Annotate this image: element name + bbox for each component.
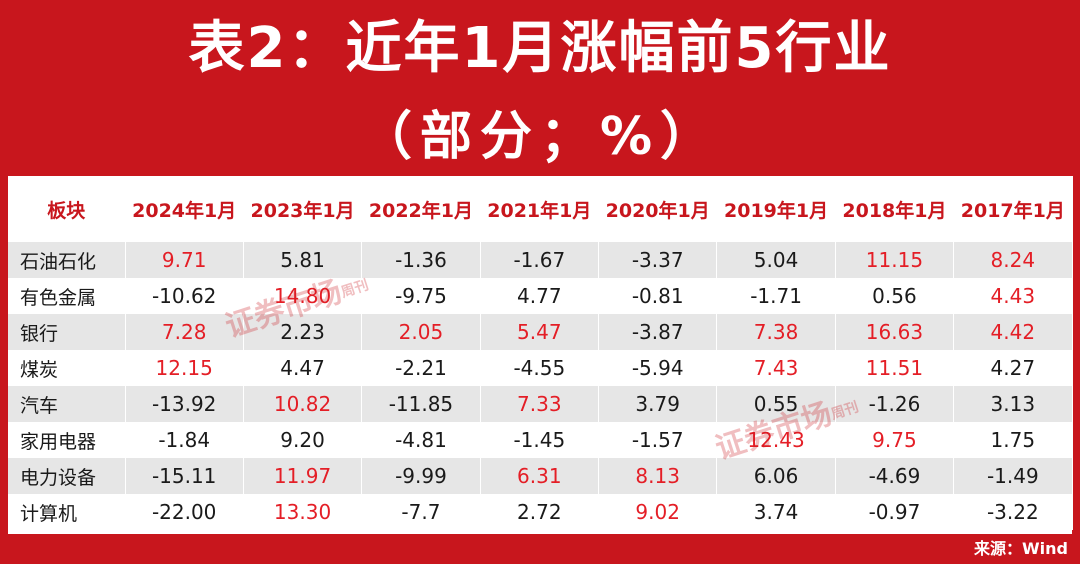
- data-table: 板块 2024年1月 2023年1月 2022年1月 2021年1月 2020年1月 201…: [8, 176, 1073, 530]
- table-cell: 7.38: [716, 314, 836, 350]
- column-header-month: 2017年1月: [953, 176, 1073, 242]
- table-cell: -5.94: [598, 350, 718, 386]
- table-cell: 3.79: [598, 386, 718, 422]
- table-cell: 5.81: [243, 242, 363, 278]
- table-cell: -1.84: [125, 422, 244, 458]
- table-cell: 2.72: [480, 494, 600, 530]
- table-cell: 12.15: [125, 350, 244, 386]
- table-cell: 6.06: [716, 458, 836, 494]
- table-cell: -0.81: [598, 278, 718, 314]
- table-cell: -1.49: [953, 458, 1073, 494]
- table-cell: -3.22: [953, 494, 1073, 530]
- table-cell: -4.55: [480, 350, 600, 386]
- table-cell: 8.24: [953, 242, 1073, 278]
- table-row: 有色金属 -10.62 14.80 -9.75 4.77 -0.81 -1.71 0.56 4.…: [8, 278, 1073, 314]
- table-cell: -10.62: [125, 278, 244, 314]
- table-cell: 7.33: [480, 386, 600, 422]
- table-cell: 4.27: [953, 350, 1073, 386]
- row-label: 家用电器: [8, 422, 126, 458]
- column-header-month: 2020年1月: [598, 176, 718, 242]
- column-header-month: 2022年1月: [361, 176, 481, 242]
- table-cell: 0.56: [835, 278, 955, 314]
- table-cell: 2.05: [361, 314, 481, 350]
- table-cell: -1.45: [480, 422, 600, 458]
- header-banner: 表2：近年1月涨幅前5行业 （部分；%）: [0, 0, 1080, 176]
- table-cell: -1.26: [835, 386, 955, 422]
- row-label: 煤炭: [8, 350, 126, 386]
- table-cell: 9.71: [125, 242, 244, 278]
- table-cell: 2.23: [243, 314, 363, 350]
- table-cell: -1.67: [480, 242, 600, 278]
- column-header-month: 2021年1月: [480, 176, 600, 242]
- table-cell: -1.71: [716, 278, 836, 314]
- chart-subtitle: （部分；%）: [359, 107, 721, 167]
- table-cell: -13.92: [125, 386, 244, 422]
- table-cell: 11.15: [835, 242, 955, 278]
- chart-title: 表2：近年1月涨幅前5行业: [188, 16, 892, 81]
- table-row: 石油石化 9.71 5.81 -1.36 -1.67 -3.37 5.04 11.15 8.24: [8, 242, 1073, 278]
- table-cell: 0.55: [716, 386, 836, 422]
- table-cell: 8.13: [598, 458, 718, 494]
- table-cell: 10.82: [243, 386, 363, 422]
- table-cell: 3.13: [953, 386, 1073, 422]
- table-cell: 9.02: [598, 494, 718, 530]
- footer-bar: [0, 534, 1080, 564]
- source-note: 来源：Wind: [974, 539, 1068, 558]
- table-cell: -7.7: [361, 494, 481, 530]
- table-body: 石油石化 9.71 5.81 -1.36 -1.67 -3.37 5.04 11.15 8.24…: [8, 242, 1073, 530]
- table-cell: 11.97: [243, 458, 363, 494]
- table-cell: -4.69: [835, 458, 955, 494]
- table-cell: -0.97: [835, 494, 955, 530]
- table-cell: 5.47: [480, 314, 600, 350]
- table-cell: 13.30: [243, 494, 363, 530]
- column-header-month: 2024年1月: [125, 176, 244, 242]
- table-row: 汽车 -13.92 10.82 -11.85 7.33 3.79 0.55 -1.26 3.13: [8, 386, 1073, 422]
- table-cell: -11.85: [361, 386, 481, 422]
- data-table-container: 板块 2024年1月 2023年1月 2022年1月 2021年1月 2020年1月 201…: [8, 176, 1073, 534]
- row-label: 电力设备: [8, 458, 126, 494]
- table-cell: 9.20: [243, 422, 363, 458]
- column-header-month: 2023年1月: [243, 176, 363, 242]
- table-cell: 5.04: [716, 242, 836, 278]
- table-cell: 14.80: [243, 278, 363, 314]
- table-cell: -9.99: [361, 458, 481, 494]
- table-row: 银行 7.28 2.23 2.05 5.47 -3.87 7.38 16.63 4.42: [8, 314, 1073, 350]
- table-row: 计算机 -22.00 13.30 -7.7 2.72 9.02 3.74 -0.97 -3.22: [8, 494, 1073, 530]
- table-row: 家用电器 -1.84 9.20 -4.81 -1.45 -1.57 12.43 9.75 1.7…: [8, 422, 1073, 458]
- column-header-sector: 板块: [8, 176, 126, 242]
- table-cell: 9.75: [835, 422, 955, 458]
- column-header-month: 2018年1月: [835, 176, 955, 242]
- table-cell: -15.11: [125, 458, 244, 494]
- table-cell: 3.74: [716, 494, 836, 530]
- row-label: 计算机: [8, 494, 126, 530]
- row-label: 银行: [8, 314, 126, 350]
- table-cell: 7.43: [716, 350, 836, 386]
- column-header-month: 2019年1月: [716, 176, 836, 242]
- table-cell: 4.77: [480, 278, 600, 314]
- row-label: 有色金属: [8, 278, 126, 314]
- table-cell: -22.00: [125, 494, 244, 530]
- table-cell: 4.42: [953, 314, 1073, 350]
- table-cell: -4.81: [361, 422, 481, 458]
- table-cell: -3.87: [598, 314, 718, 350]
- table-cell: -1.57: [598, 422, 718, 458]
- table-cell: -1.36: [361, 242, 481, 278]
- table-row: 煤炭 12.15 4.47 -2.21 -4.55 -5.94 7.43 11.51 4.27: [8, 350, 1073, 386]
- table-cell: 16.63: [835, 314, 955, 350]
- table-row: 电力设备 -15.11 11.97 -9.99 6.31 8.13 6.06 -4.69 -1.…: [8, 458, 1073, 494]
- table-header-row: 板块 2024年1月 2023年1月 2022年1月 2021年1月 2020年1月 201…: [8, 176, 1073, 242]
- table-cell: 1.75: [953, 422, 1073, 458]
- row-label: 石油石化: [8, 242, 126, 278]
- row-label: 汽车: [8, 386, 126, 422]
- table-cell: -9.75: [361, 278, 481, 314]
- table-cell: 4.43: [953, 278, 1073, 314]
- table-cell: 6.31: [480, 458, 600, 494]
- table-cell: -3.37: [598, 242, 718, 278]
- table-cell: 7.28: [125, 314, 244, 350]
- table-cell: 12.43: [716, 422, 836, 458]
- table-cell: 4.47: [243, 350, 363, 386]
- table-cell: 11.51: [835, 350, 955, 386]
- table-cell: -2.21: [361, 350, 481, 386]
